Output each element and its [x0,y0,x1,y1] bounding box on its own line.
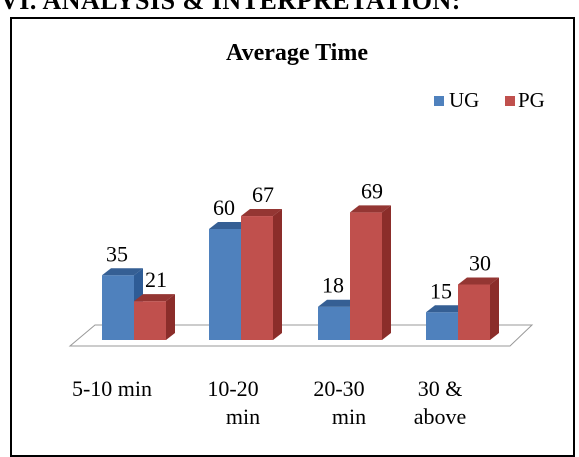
chart-title: Average Time [226,40,368,66]
data-label-ug-2: 60 [213,195,235,220]
legend-swatch-pg [505,96,515,106]
page-heading: VI. ANALYSIS & INTERPRETATION: [0,0,461,15]
data-labels-group: 35 60 18 15 21 67 69 30 [106,178,491,303]
data-label-ug-4: 15 [430,278,452,303]
category-label-3-line-2: min [332,404,366,429]
category-label-2-line-2: min [226,404,260,429]
data-label-pg-3: 69 [361,178,383,203]
bar-pg-1 [134,294,175,340]
category-label-4-line-1: 30 & [418,376,463,401]
data-label-ug-3: 18 [322,273,344,298]
legend: UG PG [434,88,545,112]
data-label-ug-1: 35 [106,241,128,266]
bar-pg-2 [241,209,282,340]
category-label-2-line-1: 10-20 [207,376,258,401]
category-label-3-line-1: 20-30 [313,376,364,401]
bars-group [102,205,499,340]
data-label-pg-2: 67 [252,182,274,207]
category-label-4-line-2: above [414,404,467,429]
category-label-1-line-1: 5-10 min [72,376,152,401]
legend-label-pg: PG [518,88,545,112]
legend-label-ug: UG [449,88,479,112]
category-labels-group: 5-10 min 10-20 min 20-30 min 30 & above [72,376,466,429]
bar-pg-4 [458,277,499,340]
data-label-pg-4: 30 [469,251,491,276]
bar-pg-3 [350,205,391,340]
legend-swatch-ug [434,96,444,106]
data-label-pg-1: 21 [145,267,167,292]
